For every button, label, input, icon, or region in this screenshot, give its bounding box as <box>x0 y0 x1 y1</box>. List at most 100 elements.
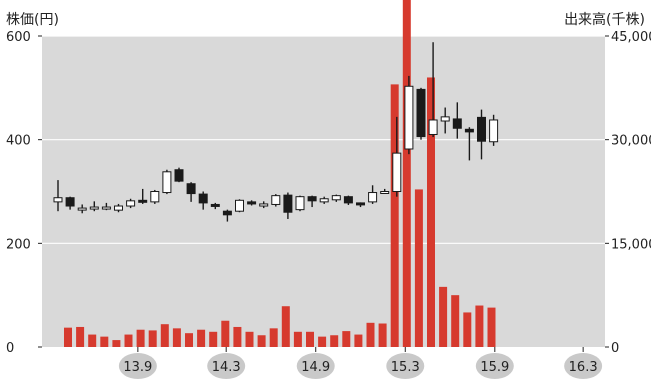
volume-bar <box>390 84 399 347</box>
candle-body <box>283 194 293 213</box>
candle-body <box>65 197 75 207</box>
candle-body <box>174 169 184 182</box>
candle-body <box>89 206 99 210</box>
volume-bar <box>160 324 169 347</box>
candle-body <box>356 202 365 206</box>
left-axis-label: 株価(円) <box>6 12 59 28</box>
volume-bar <box>330 335 339 347</box>
volume-bar <box>366 322 375 347</box>
left-tick-label: 0 <box>6 341 14 356</box>
volume-bar <box>427 77 435 347</box>
candle-body <box>235 199 244 212</box>
candle-body <box>150 191 160 203</box>
volume-bar <box>354 334 363 347</box>
candle-body <box>114 205 123 211</box>
candle-body <box>259 203 269 207</box>
volume-bar <box>112 340 121 347</box>
volume-bar <box>76 326 85 347</box>
candle-body <box>247 201 257 205</box>
left-tick-label: 600 <box>6 30 31 45</box>
volume-bar <box>221 320 230 347</box>
x-tick-badge <box>564 353 603 379</box>
x-tick-label: 14.3 <box>212 360 241 375</box>
volume-bar <box>451 295 460 347</box>
candle-body <box>416 88 426 138</box>
x-tick-label: 15.3 <box>391 360 420 375</box>
x-tick-label: 16.3 <box>569 360 598 375</box>
x-axis-ticks: 13.9 14.3 14.9 15.3 15.9 16.3 <box>118 347 603 379</box>
volume-bar <box>439 286 448 347</box>
volume-bar <box>475 305 484 347</box>
candle-body <box>186 183 196 195</box>
candlesticks <box>53 42 499 222</box>
volume-bar <box>269 328 278 347</box>
right-tick-label: 30,000 <box>611 134 651 149</box>
candle-body <box>162 171 172 194</box>
volume-bar <box>306 331 314 347</box>
candle-body <box>77 207 87 211</box>
candle-body <box>404 85 414 150</box>
x-tick-label: 15.9 <box>480 360 509 375</box>
candle-body <box>489 119 499 143</box>
candle-body <box>428 119 438 135</box>
candle-body <box>368 192 378 203</box>
volume-bar <box>281 306 290 347</box>
x-tick-label: 14.9 <box>301 360 330 375</box>
x-tick-badge <box>296 353 335 379</box>
volume-bar <box>318 336 327 347</box>
x-tick-label: 13.9 <box>123 360 152 375</box>
candle-body <box>295 196 305 211</box>
candle-body <box>210 203 220 207</box>
volume-bar <box>233 326 242 347</box>
candle-body <box>343 196 353 204</box>
volume-bar <box>172 328 181 347</box>
gridlines <box>42 35 605 244</box>
x-tick-badge <box>475 353 514 379</box>
volume-bar <box>487 307 496 347</box>
candle-body <box>319 198 329 203</box>
right-tick-label: 45,000 <box>611 30 651 45</box>
volume-bar <box>245 331 254 347</box>
volume-bar <box>88 334 97 347</box>
candle-body <box>138 199 148 203</box>
candle-body <box>440 116 450 122</box>
right-tick-label: 0 <box>611 341 619 356</box>
volume-bar <box>100 336 109 347</box>
volume-bar <box>463 312 472 347</box>
x-tick-badge <box>386 353 425 379</box>
volume-bar <box>136 329 145 347</box>
volume-bar <box>402 0 411 348</box>
volume-bar <box>197 329 206 347</box>
volume-bars <box>64 0 496 348</box>
candle-body <box>392 152 402 192</box>
candle-body <box>307 196 317 202</box>
volume-bar <box>148 330 157 347</box>
volume-bar <box>209 331 218 347</box>
volume-bar <box>342 331 351 347</box>
left-tick-label: 200 <box>6 237 31 252</box>
candle-body <box>53 197 63 203</box>
volume-bar <box>414 189 423 347</box>
left-axis-ticks: 600 400 200 0 <box>6 30 42 356</box>
volume-bar <box>124 334 133 347</box>
right-axis-ticks: 45,000 30,000 15,000 0 <box>605 30 651 356</box>
candle-body <box>331 195 341 201</box>
volume-bar <box>378 323 387 347</box>
candle-body <box>222 210 232 216</box>
candle-body <box>380 191 390 194</box>
right-tick-label: 15,000 <box>611 237 651 252</box>
candle-body <box>464 128 474 133</box>
volume-bar <box>293 331 302 347</box>
right-axis-label: 出来高(千株) <box>564 11 645 28</box>
x-tick-badge <box>207 353 246 379</box>
candle-body <box>126 200 136 207</box>
x-tick-badge <box>118 353 157 379</box>
volume-bar <box>185 333 193 347</box>
candle-body <box>198 193 208 204</box>
candle-body <box>101 206 111 210</box>
candle-body <box>477 116 486 142</box>
volume-bar <box>257 335 266 347</box>
left-tick-label: 400 <box>6 134 31 149</box>
volume-bar <box>64 327 72 347</box>
